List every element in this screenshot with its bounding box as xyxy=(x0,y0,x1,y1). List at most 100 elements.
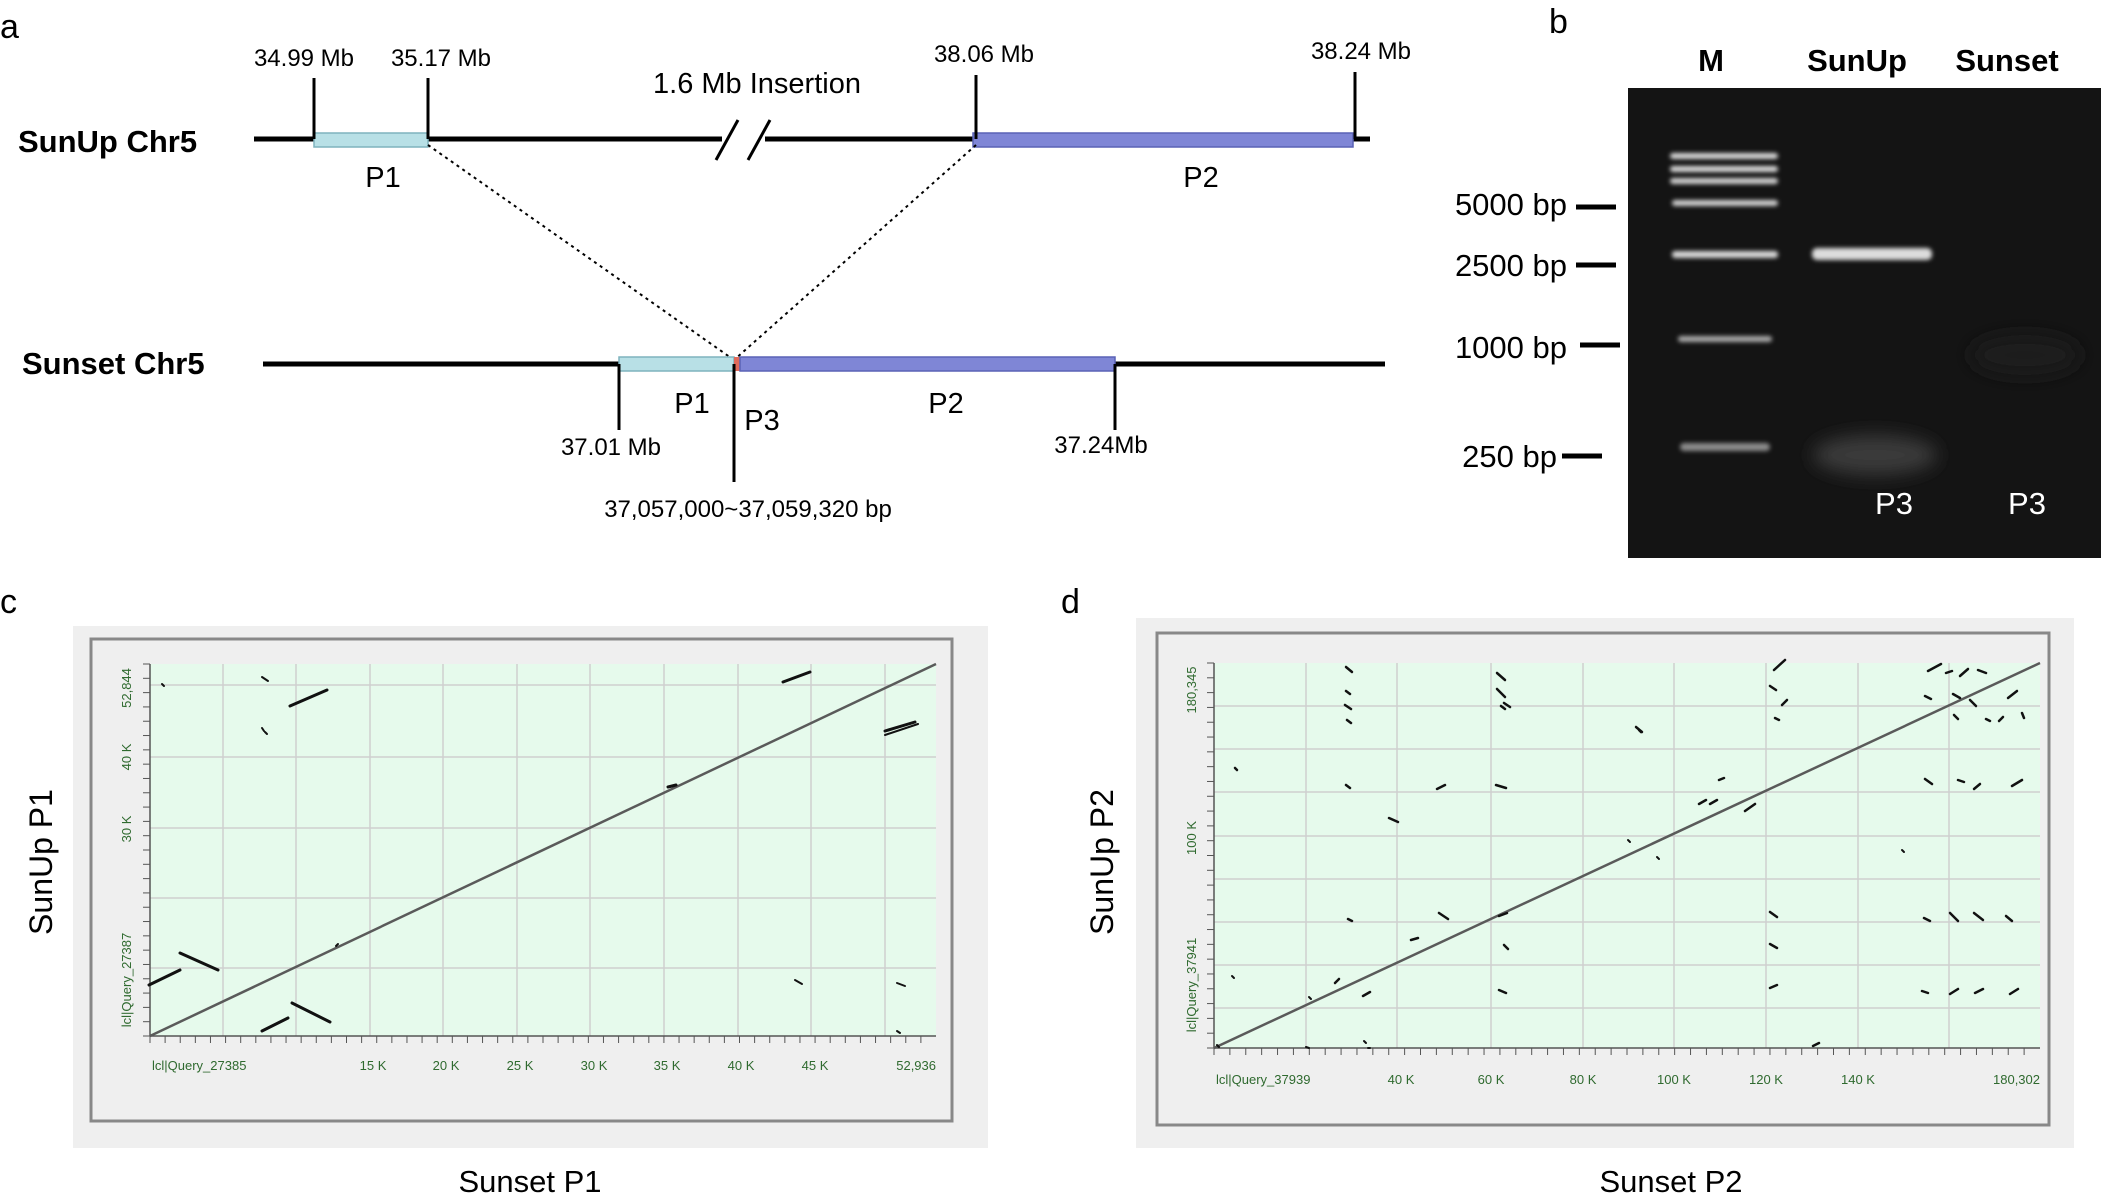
c-ytick-0: 52,844 xyxy=(119,668,134,708)
d-match-segment xyxy=(1768,942,1779,950)
d-match-segment xyxy=(1333,977,1341,985)
sunup-p3-smear xyxy=(1813,435,1937,475)
d-match-segment xyxy=(1708,798,1719,806)
d-match-segment xyxy=(1948,987,1960,996)
d-match-segment xyxy=(1926,662,1943,673)
d-xtick-1: 40 K xyxy=(1388,1072,1415,1087)
d-match-segment xyxy=(1344,689,1352,696)
ladder-band xyxy=(1672,200,1778,206)
c-main-diagonal xyxy=(149,662,937,1038)
c-xtick-7: 45 K xyxy=(802,1058,829,1073)
sunset-p1-label: P1 xyxy=(674,388,709,420)
c-xtick-6: 40 K xyxy=(728,1058,755,1073)
panel-d-ticks xyxy=(1207,662,2040,1055)
c-xtick-4: 30 K xyxy=(581,1058,608,1073)
d-match-segment xyxy=(1773,716,1781,722)
d-xtick-7: 180,302 xyxy=(1993,1072,2040,1087)
d-match-segment xyxy=(1811,1041,1821,1048)
pos-35-17: 35.17 Mb xyxy=(391,45,491,72)
panel-d-grid xyxy=(1214,663,2040,1048)
d-match-segment xyxy=(1656,856,1660,860)
d-match-segment xyxy=(1768,983,1779,990)
panel-c-grid xyxy=(150,664,936,1036)
d-match-segment xyxy=(1435,783,1447,791)
d-match-segment xyxy=(1494,783,1508,790)
d-match-segment xyxy=(1772,658,1787,672)
d-match-segment xyxy=(2004,914,2014,923)
d-match-segment xyxy=(2020,711,2026,720)
d-match-segment xyxy=(1948,911,1960,923)
d-match-segment xyxy=(1901,849,1905,853)
c-match-segment xyxy=(666,783,678,789)
d-match-segment xyxy=(1499,704,1507,711)
c-match-segment xyxy=(896,1030,901,1034)
d-match-segment xyxy=(1972,911,1985,922)
gel-p3-sunup: P3 xyxy=(1875,486,1913,521)
d-match-segment xyxy=(1305,1046,1310,1049)
d-match-segment xyxy=(1956,778,1966,784)
d-match-segment xyxy=(1387,816,1400,824)
d-match-segment xyxy=(2008,987,2020,996)
pos-38-06: 38.06 Mb xyxy=(934,41,1034,68)
lane-m-label: M xyxy=(1698,43,1724,78)
d-match-segment xyxy=(1717,776,1726,782)
c-match-segment xyxy=(896,982,906,987)
d-match-segment xyxy=(1768,684,1778,692)
d-match-segment xyxy=(1497,911,1509,918)
d-match-segment xyxy=(1923,694,1933,701)
sunset-p3-segment xyxy=(734,357,740,371)
ladder-band xyxy=(1670,178,1778,184)
d-match-segment xyxy=(1780,698,1789,707)
c-xtick-1: 15 K xyxy=(360,1058,387,1073)
d-match-segment xyxy=(1344,783,1352,790)
d-match-segment xyxy=(1363,1040,1367,1044)
panel-d-ylabel: SunUp P2 xyxy=(1084,789,1120,935)
c-match-segment xyxy=(883,720,917,733)
d-match-segment xyxy=(1495,671,1507,682)
ladder-band xyxy=(1670,153,1778,159)
panel-b: b M SunUp Sunset 5000 bp xyxy=(1455,3,2101,558)
connector-left xyxy=(427,144,735,361)
d-match-segment xyxy=(1968,698,1978,708)
d-match-segment xyxy=(1216,1044,1220,1048)
d-match-segment xyxy=(1923,777,1934,786)
d-match-segment xyxy=(2010,778,2024,788)
d-match-segment xyxy=(1697,798,1708,806)
d-xtick-0: lcl|Query_37939 xyxy=(1216,1072,1310,1087)
d-xtick-3: 80 K xyxy=(1570,1072,1597,1087)
d-match-segment xyxy=(1345,718,1353,725)
d-match-segment xyxy=(1344,665,1354,674)
c-match-segment xyxy=(261,727,265,732)
d-match-segment xyxy=(1997,715,2005,723)
sunup-2500-band xyxy=(1812,248,1932,260)
panel-c-letter: c xyxy=(0,583,17,621)
sunup-p1-label: P1 xyxy=(365,162,400,194)
d-match-segment xyxy=(1972,782,1982,791)
ladder-2500-label: 2500 bp xyxy=(1455,248,1567,283)
ladder-1000-label: 1000 bp xyxy=(1455,330,1567,365)
d-match-segment xyxy=(2006,689,2019,700)
insertion-label: 1.6 Mb Insertion xyxy=(653,68,861,100)
d-match-segment xyxy=(1958,667,1970,678)
d-match-segment xyxy=(1361,990,1372,998)
c-match-segment xyxy=(147,968,182,987)
c-match-segment xyxy=(260,1016,290,1033)
c-xtick-8: 52,936 xyxy=(896,1058,936,1073)
d-match-segment xyxy=(1502,701,1512,709)
d-xtick-2: 60 K xyxy=(1478,1072,1505,1087)
panel-d-xlabel: Sunset P2 xyxy=(1599,1164,1742,1195)
d-match-segment xyxy=(1944,669,1954,675)
sunup-p2-label: P2 xyxy=(1183,162,1218,194)
c-match-segment xyxy=(264,731,268,735)
panel-b-letter: b xyxy=(1549,3,1568,41)
panel-c-xlabel: Sunset P1 xyxy=(458,1164,601,1195)
d-xtick-4: 100 K xyxy=(1657,1072,1691,1087)
p3-range-label: 37,057,000~37,059,320 bp xyxy=(604,496,892,523)
sunset-chr5-label: Sunset Chr5 xyxy=(22,346,205,381)
d-match-segment xyxy=(1346,917,1354,923)
c-match-segment xyxy=(288,688,329,708)
d-xtick-6: 140 K xyxy=(1841,1072,1875,1087)
sunset-p2-label: P2 xyxy=(928,388,963,420)
ladder-band xyxy=(1672,251,1778,258)
panel-a-letter: a xyxy=(0,8,19,46)
